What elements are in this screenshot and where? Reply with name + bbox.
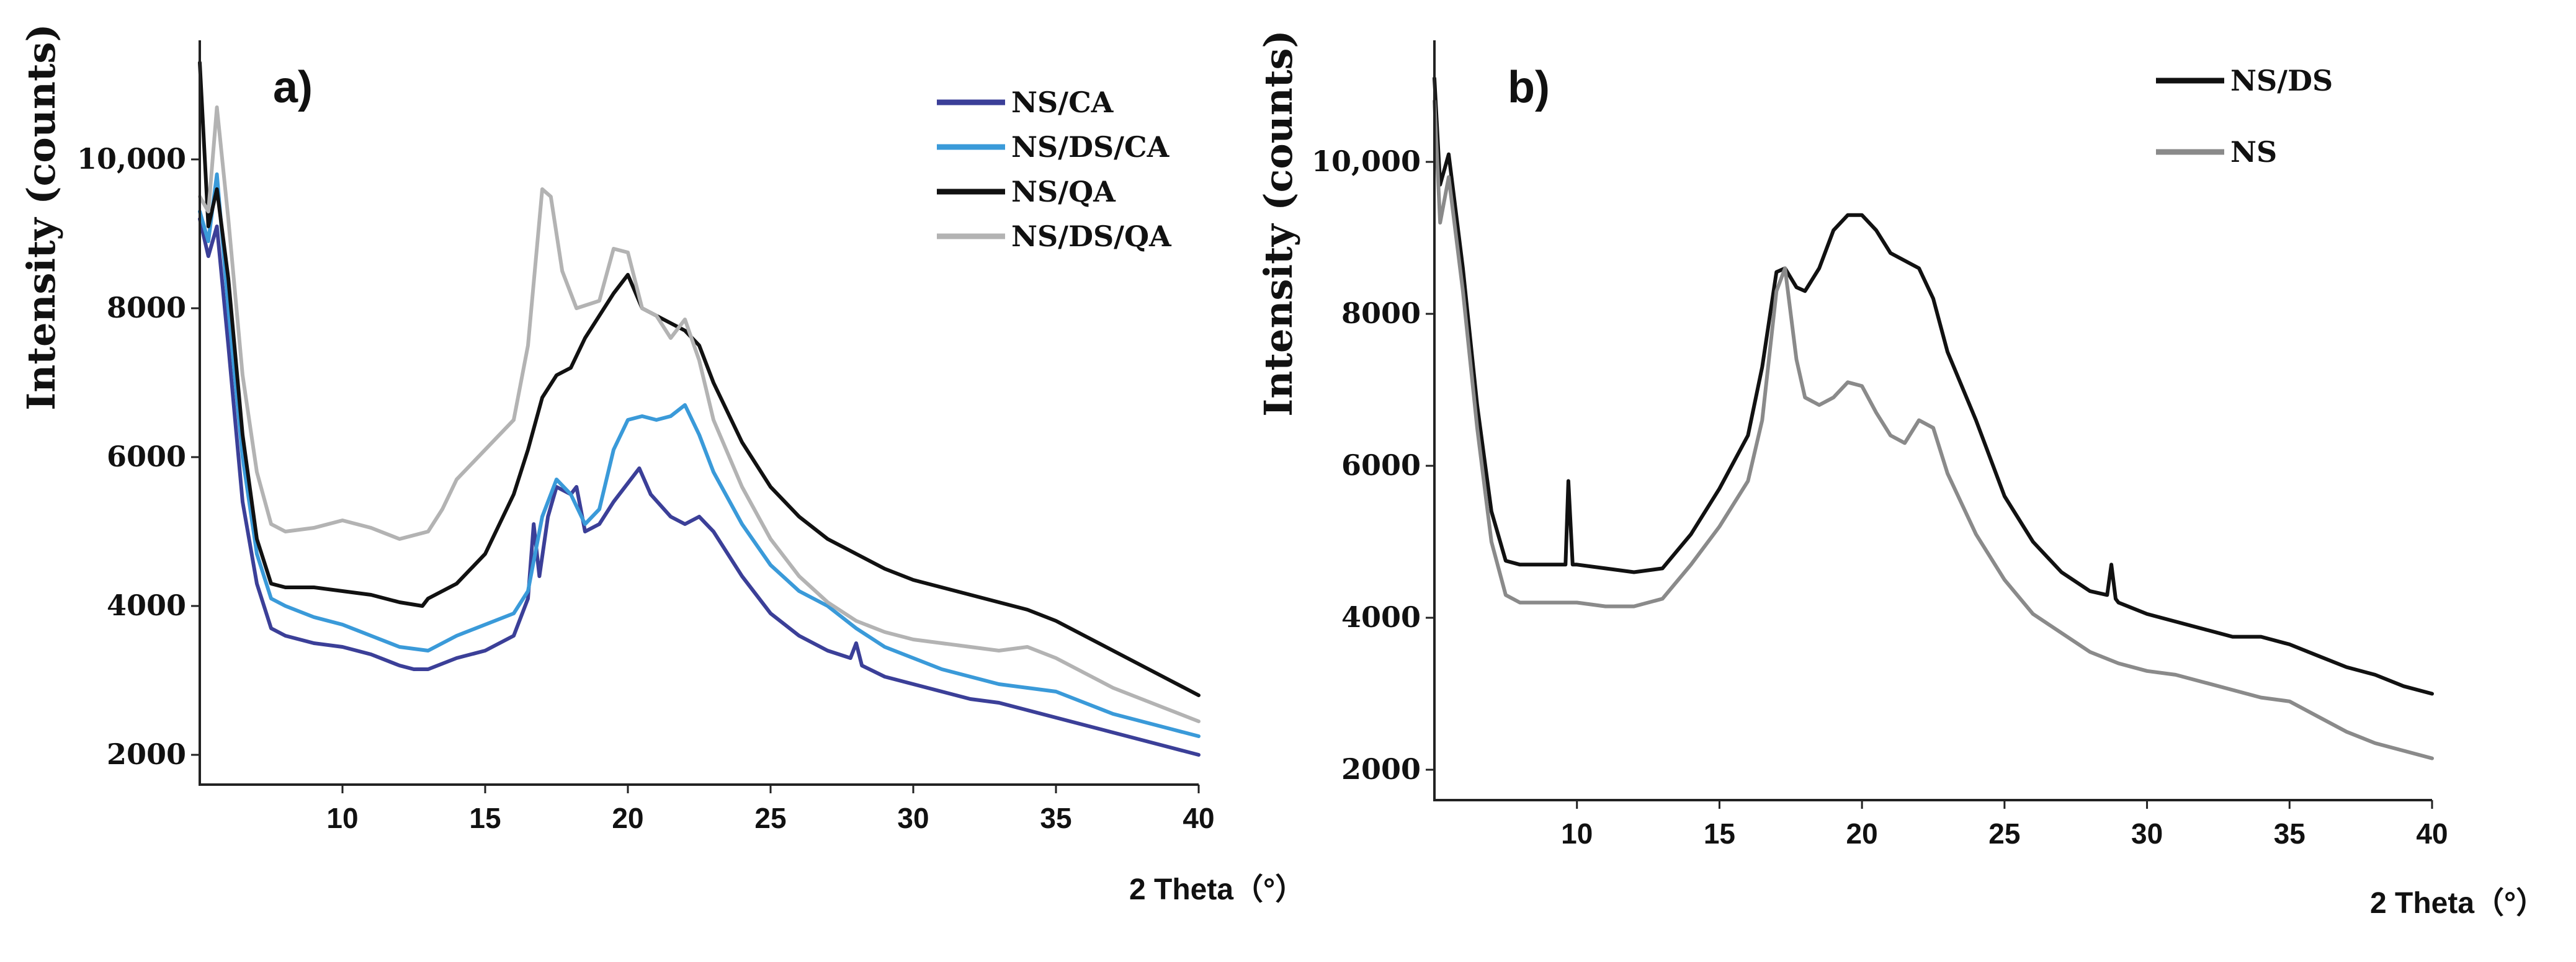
panel-b-series-ns-ds — [1433, 76, 2434, 696]
panel-b-legend: NS/DS NS — [2156, 64, 2333, 169]
panel-a-x-axis-title: 2 Theta（°） — [1129, 873, 1305, 906]
panel-b-y-axis-title: Intensity (counts) — [1256, 30, 1301, 416]
panel-a-axes — [199, 40, 1199, 786]
panel-b-x-ticks: 10 15 20 25 30 35 40 — [1561, 800, 2448, 850]
panel-b-x-tick-label: 15 — [1704, 817, 1735, 850]
panel-b-x-tick-label: 40 — [2416, 817, 2448, 850]
panel-a-label: a) — [273, 63, 313, 112]
panel-a-y-tick-label: 8000 — [107, 291, 186, 324]
panel-b-legend-label: NS/DS — [2230, 64, 2333, 97]
panel-a-x-tick-label: 25 — [754, 802, 786, 834]
panel-b-y-tick-label: 10,000 — [1312, 145, 1421, 178]
panel-a-series-ns-ds-qa — [198, 105, 1201, 723]
panel-a-y-axis-title: Intensity (counts) — [19, 24, 64, 410]
panel-a-legend-label: NS/CA — [1011, 86, 1114, 119]
panel-a-series-ns-qa — [198, 61, 1201, 697]
panel-b-y-tick-label: 4000 — [1341, 600, 1421, 634]
panel-b-x-tick-label: 35 — [2274, 817, 2305, 850]
panel-a-y-tick-label: 2000 — [107, 737, 186, 771]
panel-b-y-tick-label: 6000 — [1341, 448, 1421, 482]
panel-a-y-tick-label: 4000 — [107, 589, 186, 622]
panel-b-x-axis-title: 2 Theta（°） — [2370, 887, 2546, 920]
panel-b-series-ns — [1433, 99, 2434, 760]
panel-a-x-tick-label: 30 — [897, 802, 929, 834]
panel-b-y-tick-label: 2000 — [1341, 752, 1421, 786]
panel-b-x-tick-label: 10 — [1561, 817, 1593, 850]
panel-b: 2000 4000 6000 8000 10,000 10 15 20 25 30 35 40 b)… — [1256, 30, 2546, 920]
panel-b-x-tick-label: 30 — [2131, 817, 2163, 850]
panel-a: 2000 4000 6000 8000 10,000 10 15 20 25 30 35 40 a)… — [19, 24, 1305, 906]
panel-b-legend-label: NS — [2230, 135, 2277, 169]
panel-a-legend-label: NS/QA — [1011, 175, 1116, 208]
panel-b-label: b) — [1508, 63, 1550, 112]
panel-a-series-group — [198, 61, 1201, 757]
panel-a-series-ns-ds-ca — [198, 172, 1201, 738]
panel-b-series-group — [1433, 76, 2434, 760]
panel-a-y-tick-label: 10,000 — [77, 142, 186, 176]
panel-a-x-tick-label: 15 — [469, 802, 501, 834]
panel-a-y-ticks: 2000 4000 6000 8000 10,000 — [77, 142, 200, 771]
panel-b-x-tick-label: 20 — [1846, 817, 1878, 850]
panel-a-x-tick-label: 40 — [1183, 802, 1214, 834]
panel-a-series-ns-ca — [198, 217, 1201, 757]
panel-a-x-tick-label: 35 — [1040, 802, 1071, 834]
panel-b-y-tick-label: 8000 — [1341, 296, 1421, 330]
panel-a-x-tick-label: 10 — [326, 802, 358, 834]
panel-b-axes — [1433, 40, 2432, 801]
panel-a-y-tick-label: 6000 — [107, 440, 186, 473]
panel-b-y-ticks: 2000 4000 6000 8000 10,000 — [1312, 145, 1434, 786]
panel-a-legend-label: NS/DS/CA — [1011, 130, 1170, 164]
panel-b-x-tick-label: 25 — [1988, 817, 2020, 850]
panel-a-x-ticks: 10 15 20 25 30 35 40 — [326, 785, 1215, 834]
panel-a-legend: NS/CA NS/DS/CA NS/QA NS/DS/QA — [937, 86, 1172, 253]
panel-a-x-tick-label: 20 — [612, 802, 643, 834]
panel-a-legend-label: NS/DS/QA — [1011, 220, 1172, 253]
